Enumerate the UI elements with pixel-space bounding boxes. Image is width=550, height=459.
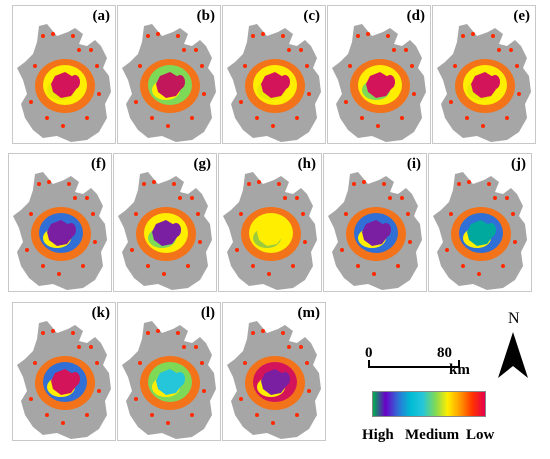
panel-label: (j): [511, 156, 526, 172]
north-label: N: [508, 310, 520, 327]
panel-label: (i): [406, 156, 421, 172]
color-ramp: [372, 391, 486, 417]
panel-label: (b): [196, 8, 215, 24]
panel-label: (a): [92, 8, 111, 24]
map-image: [122, 24, 216, 142]
map-panel: (d): [327, 5, 431, 144]
map-panel: (g): [113, 153, 217, 292]
map-image: [118, 172, 212, 290]
map-panel: (e): [432, 5, 536, 144]
map-image: [13, 172, 107, 290]
north-arrow-icon: [498, 332, 528, 378]
panel-label: (c): [303, 8, 320, 24]
panel-label: (g): [193, 156, 212, 172]
panel-label: (l): [200, 305, 215, 321]
legend-low-label: Low: [466, 427, 495, 443]
map-image: [223, 172, 317, 290]
map-panel: (k): [12, 302, 116, 441]
map-image: [17, 24, 111, 142]
panel-label: (h): [297, 156, 316, 172]
map-panel: (h): [218, 153, 322, 292]
map-panel: (m): [222, 302, 326, 441]
map-panel: (j): [428, 153, 532, 292]
scale-zero-label: 0: [365, 345, 373, 361]
map-panel: (l): [117, 302, 221, 441]
map-panel: (b): [117, 5, 221, 144]
map-image: [332, 24, 426, 142]
map-image: [328, 172, 422, 290]
map-panel: (f): [8, 153, 112, 292]
panel-label: (d): [406, 8, 425, 24]
map-panel: (a): [12, 5, 116, 144]
map-image: [122, 321, 216, 439]
map-panel: (c): [222, 5, 326, 144]
panel-label: (m): [297, 305, 321, 321]
map-image: [17, 321, 111, 439]
map-image: [227, 24, 321, 142]
legend-high-label: High: [362, 427, 394, 443]
map-image: [437, 24, 531, 142]
scale-bar: [368, 360, 460, 368]
panel-label: (f): [91, 156, 106, 172]
map-image: [433, 172, 527, 290]
map-panel: (i): [323, 153, 427, 292]
map-image: [227, 321, 321, 439]
panel-label: (k): [91, 305, 110, 321]
scale-max-label: 80: [437, 345, 452, 361]
legend-medium-label: Medium: [405, 427, 460, 443]
panel-label: (e): [513, 8, 530, 24]
